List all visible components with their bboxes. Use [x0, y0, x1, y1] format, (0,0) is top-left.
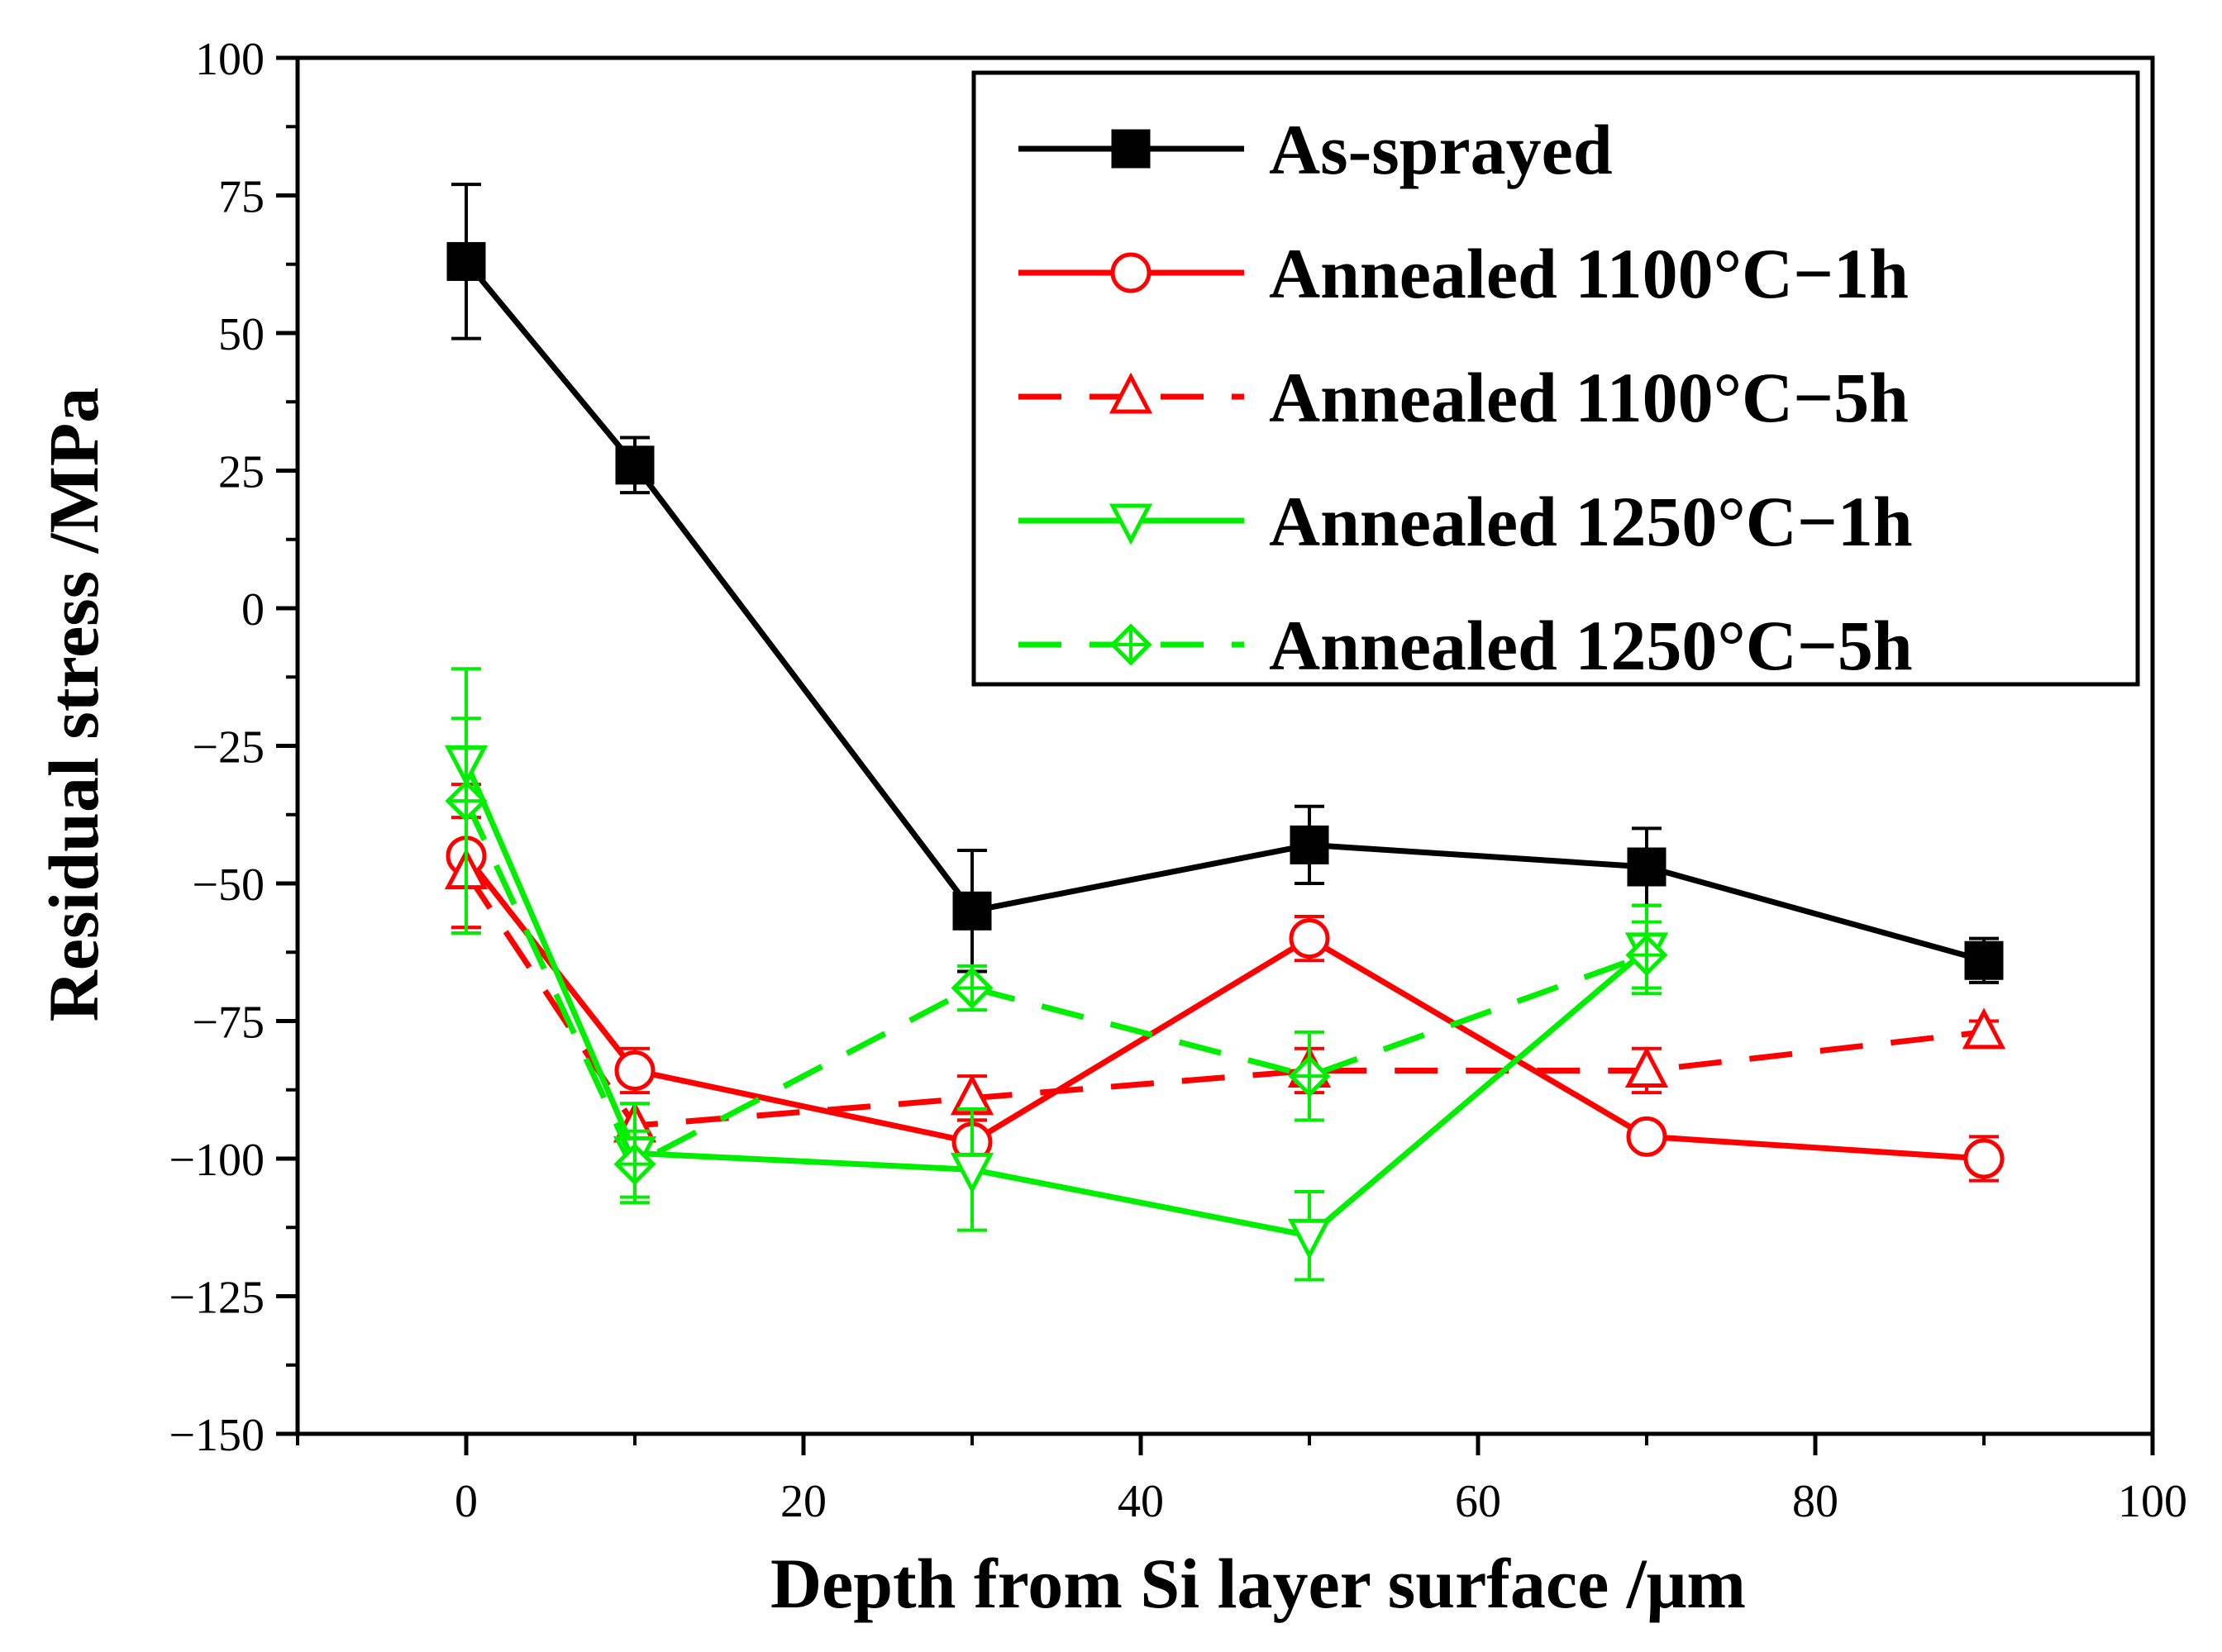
data-point — [1964, 940, 2004, 980]
data-point — [614, 1050, 656, 1091]
y-tick-label: 0 — [241, 584, 265, 636]
data-point — [952, 891, 992, 931]
data-point — [445, 779, 488, 822]
data-point — [1962, 1007, 2006, 1050]
data-point — [951, 967, 994, 1010]
legend-label: As-sprayed — [1269, 110, 1613, 189]
x-tick-label: 40 — [1118, 1476, 1164, 1527]
data-point — [1963, 1138, 2005, 1179]
x-tick-label: 60 — [1455, 1476, 1501, 1527]
x-axis-title: Depth from Si layer surface /μm — [770, 1544, 1746, 1623]
series-0 — [446, 183, 2004, 984]
legend-marker — [1109, 623, 1152, 666]
data-point — [950, 1152, 994, 1194]
legend-marker — [1110, 252, 1152, 293]
y-tick-label: 25 — [218, 447, 265, 498]
legend-marker — [1109, 372, 1153, 414]
plot-frame — [295, 55, 2155, 1436]
legend-label: Annealed 1100°C−1h — [1269, 234, 1909, 313]
series-line — [463, 799, 1648, 1168]
legend-item: Annealed 1250°C−5h — [1018, 606, 1913, 685]
legend-item: As-sprayed — [1018, 110, 1613, 189]
legend-item: Annealed 1100°C−5h — [1018, 358, 1909, 437]
legend-box — [971, 70, 2140, 687]
y-tick-label: −150 — [169, 1410, 265, 1461]
data-point — [613, 1143, 656, 1186]
x-tick-label: 20 — [780, 1476, 827, 1527]
data-point — [1624, 1046, 1669, 1088]
data-point — [1625, 934, 1668, 977]
data-point — [1289, 918, 1330, 959]
y-tick-label: 50 — [218, 309, 265, 360]
axes: 0 20 40 60 80 100 100 75 50 25 0 −25 −50 −75 −100 −125 −… — [169, 34, 2187, 1527]
data-point — [446, 241, 486, 281]
y-tick-label: −100 — [169, 1135, 265, 1186]
data-point — [1288, 1055, 1331, 1097]
x-tick-label: 0 — [455, 1476, 478, 1527]
x-tick-label: 100 — [2118, 1476, 2187, 1527]
y-tick-label: 100 — [195, 34, 265, 85]
y-tick-label: −25 — [192, 722, 265, 774]
series-layer — [444, 183, 2006, 1282]
data-point — [1627, 847, 1666, 887]
x-tick-label: 80 — [1792, 1476, 1838, 1527]
legend-label: Annealed 1250°C−5h — [1269, 606, 1913, 685]
y-tick-label: 75 — [218, 172, 265, 223]
data-point — [615, 445, 655, 485]
series-line — [464, 854, 1985, 1162]
y-axis-title: Residual stress /MPa — [34, 388, 113, 1022]
y-tick-label: −50 — [192, 859, 265, 911]
data-point — [1626, 1116, 1667, 1157]
series-4 — [445, 667, 1668, 1199]
legend-item: Annealed 1100°C−1h — [1018, 234, 1909, 313]
legend-marker — [1109, 503, 1153, 545]
legend-label: Annealed 1250°C−1h — [1269, 482, 1913, 561]
y-tick-label: −75 — [192, 997, 265, 1049]
data-point — [1290, 825, 1329, 864]
legend: As-sprayed Annealed 1100°C−1h Annealed 110… — [971, 70, 2140, 687]
y-tick-label: −125 — [169, 1273, 265, 1324]
legend-marker — [1111, 129, 1151, 169]
data-point — [1287, 1218, 1332, 1260]
legend-item: Annealed 1250°C−1h — [1018, 482, 1913, 561]
legend-label: Annealed 1100°C−5h — [1269, 358, 1909, 437]
series-line — [464, 259, 1985, 964]
